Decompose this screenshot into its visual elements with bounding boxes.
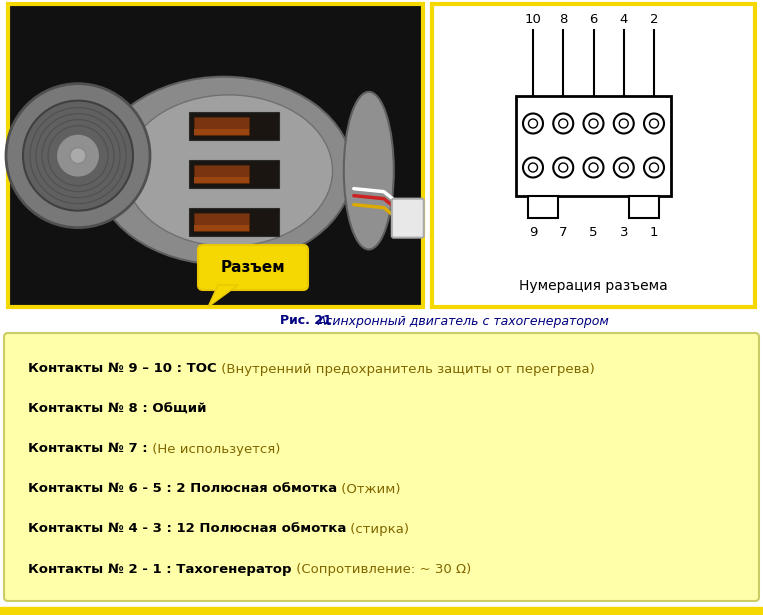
Text: 7: 7 bbox=[559, 226, 568, 239]
Circle shape bbox=[529, 163, 537, 172]
Circle shape bbox=[6, 84, 150, 228]
Text: 5: 5 bbox=[589, 226, 597, 239]
Bar bbox=[0, 607, 763, 615]
Circle shape bbox=[23, 101, 133, 211]
Text: (Сопротивление: ~ 30 Ω): (Сопротивление: ~ 30 Ω) bbox=[291, 563, 471, 576]
FancyBboxPatch shape bbox=[4, 333, 759, 601]
Bar bbox=[194, 117, 249, 135]
Circle shape bbox=[553, 114, 573, 133]
Text: (стирка): (стирка) bbox=[346, 523, 410, 536]
Bar bbox=[8, 4, 423, 307]
Bar bbox=[432, 4, 755, 307]
Circle shape bbox=[613, 114, 634, 133]
Circle shape bbox=[523, 157, 543, 178]
Text: Контакты № 2 - 1 : Тахогенератор: Контакты № 2 - 1 : Тахогенератор bbox=[28, 563, 291, 576]
Text: Контакты № 4 - 3 : 12 Полюсная обмотка: Контакты № 4 - 3 : 12 Полюсная обмотка bbox=[28, 523, 346, 536]
Text: Разъем: Разъем bbox=[221, 260, 285, 275]
Circle shape bbox=[559, 119, 568, 128]
Circle shape bbox=[649, 119, 658, 128]
Text: Контакты № 8 : Общий: Контакты № 8 : Общий bbox=[28, 402, 207, 416]
Circle shape bbox=[553, 157, 573, 178]
FancyBboxPatch shape bbox=[391, 199, 423, 237]
Bar bbox=[194, 129, 249, 135]
Bar bbox=[194, 165, 249, 183]
Bar bbox=[194, 177, 249, 183]
Ellipse shape bbox=[125, 95, 333, 247]
Ellipse shape bbox=[344, 92, 394, 250]
Circle shape bbox=[529, 119, 537, 128]
Text: 1: 1 bbox=[650, 226, 658, 239]
Bar bbox=[188, 112, 278, 140]
Circle shape bbox=[559, 163, 568, 172]
FancyBboxPatch shape bbox=[198, 245, 308, 290]
Circle shape bbox=[584, 114, 604, 133]
Text: Контакты № 9 – 10 : ТОС: Контакты № 9 – 10 : ТОС bbox=[28, 362, 217, 376]
Circle shape bbox=[56, 133, 100, 178]
Text: 10: 10 bbox=[525, 13, 542, 26]
Circle shape bbox=[584, 157, 604, 178]
Text: 3: 3 bbox=[620, 226, 628, 239]
Ellipse shape bbox=[95, 77, 353, 264]
Bar bbox=[629, 196, 659, 218]
Circle shape bbox=[644, 157, 664, 178]
Text: 4: 4 bbox=[620, 13, 628, 26]
Circle shape bbox=[620, 163, 628, 172]
Text: (Не используется): (Не используется) bbox=[147, 443, 280, 456]
Text: (Отжим): (Отжим) bbox=[337, 483, 401, 496]
Bar bbox=[516, 95, 671, 196]
Text: Контакты № 6 - 5 : 2 Полюсная обмотка: Контакты № 6 - 5 : 2 Полюсная обмотка bbox=[28, 483, 337, 496]
Text: Рис. 21: Рис. 21 bbox=[280, 314, 336, 328]
Circle shape bbox=[620, 119, 628, 128]
Text: Асинхронный двигатель с тахогенератором: Асинхронный двигатель с тахогенератором bbox=[318, 314, 610, 328]
Text: Нумерация разъема: Нумерация разъема bbox=[519, 279, 668, 293]
Circle shape bbox=[589, 163, 598, 172]
Bar bbox=[194, 224, 249, 231]
Circle shape bbox=[70, 148, 86, 164]
Bar bbox=[528, 196, 558, 218]
Text: 8: 8 bbox=[559, 13, 568, 26]
Text: 6: 6 bbox=[589, 13, 597, 26]
Bar bbox=[194, 213, 249, 231]
Bar bbox=[188, 208, 278, 236]
Text: 9: 9 bbox=[529, 226, 537, 239]
Bar bbox=[188, 160, 278, 188]
Circle shape bbox=[589, 119, 598, 128]
Circle shape bbox=[649, 163, 658, 172]
Text: 2: 2 bbox=[650, 13, 658, 26]
Polygon shape bbox=[208, 285, 238, 307]
Text: Контакты № 7 :: Контакты № 7 : bbox=[28, 443, 147, 456]
Text: (Внутренний предохранитель защиты от перегрева): (Внутренний предохранитель защиты от пер… bbox=[217, 362, 594, 376]
Circle shape bbox=[644, 114, 664, 133]
Circle shape bbox=[523, 114, 543, 133]
Circle shape bbox=[613, 157, 634, 178]
